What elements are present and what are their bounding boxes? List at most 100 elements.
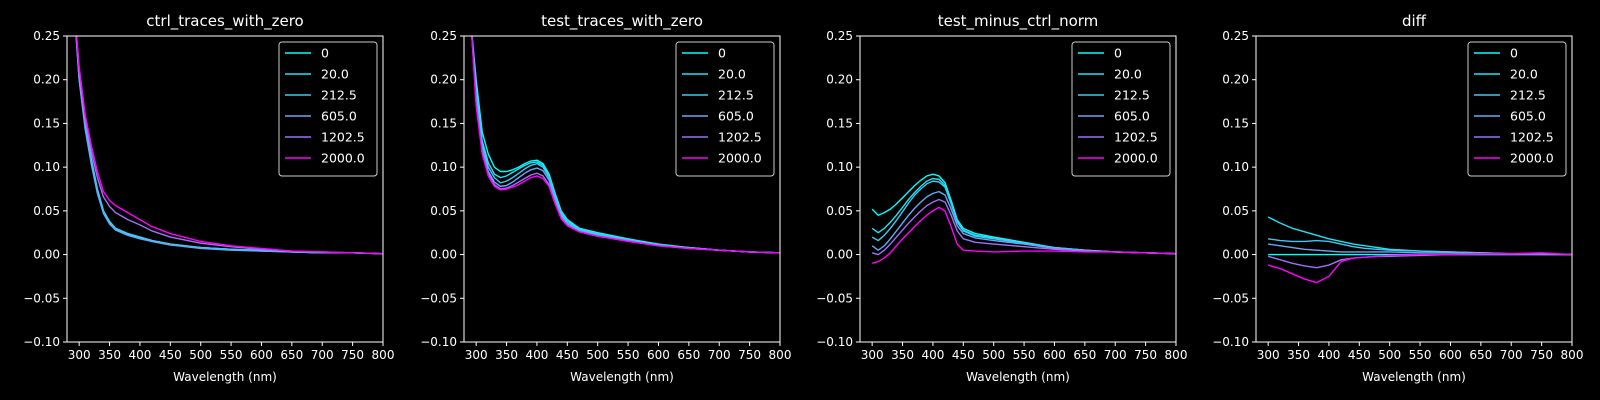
- x-tick-label: 550: [617, 348, 640, 362]
- series-line-2000.0: [871, 206, 1176, 264]
- y-tick-label: 0.20: [33, 73, 60, 87]
- legend-box: [278, 41, 378, 177]
- series-line-605.0: [871, 190, 1176, 255]
- x-tick-label: 500: [1378, 348, 1401, 362]
- x-tick-label: 300: [861, 348, 884, 362]
- y-tick-label: 0.20: [430, 73, 457, 87]
- y-tick-label: 0.15: [33, 116, 60, 130]
- x-tick-label: 800: [372, 348, 395, 362]
- y-tick-label: 0.10: [33, 160, 60, 174]
- series-line-605.0: [471, 36, 780, 254]
- legend-entry-20.0: 20.0: [321, 67, 349, 82]
- chart-title: diff: [1402, 12, 1427, 30]
- y-tick-label: 0.00: [1222, 248, 1249, 262]
- legend-entry-20.0: 20.0: [718, 67, 746, 82]
- plot-frame: [463, 35, 781, 343]
- x-tick-label: 750: [341, 348, 364, 362]
- x-tick-label: 400: [128, 348, 151, 362]
- y-tick-label: 0.10: [430, 160, 457, 174]
- legend-box: [1071, 41, 1171, 177]
- legend-entry-0: 0: [321, 46, 329, 61]
- y-tick-label: 0.15: [826, 116, 853, 130]
- x-axis-label: Wavelength (nm): [966, 370, 1070, 384]
- y-tick-label: 0.05: [430, 204, 457, 218]
- legend-entry-0: 0: [1510, 46, 1518, 61]
- y-tick-label: 0.05: [1222, 204, 1249, 218]
- chart-panel-2: test_traces_with_zero 300 350 400 450 500 550 6…: [420, 12, 791, 384]
- x-tick-label: 350: [495, 348, 518, 362]
- series-group: [871, 173, 1176, 264]
- x-axis-label: Wavelength (nm): [1362, 370, 1466, 384]
- x-tick-label: 800: [1561, 348, 1584, 362]
- series-line-1202.5: [1267, 253, 1572, 269]
- legend-entry-2000.0: 2000.0: [1114, 151, 1158, 166]
- y-tick-label: 0.25: [430, 29, 457, 43]
- x-tick-label: 500: [189, 348, 212, 362]
- x-tick-label: 450: [1348, 348, 1371, 362]
- y-tick-label: 0.05: [33, 204, 60, 218]
- chart-panel-3: test_minus_ctrl_norm 300 350 400 450 500 550 60…: [816, 12, 1187, 384]
- x-tick-label: 600: [250, 348, 273, 362]
- legend-entry-212.5: 212.5: [1114, 88, 1150, 103]
- y-tick-label: −0.05: [816, 291, 853, 305]
- chart-panel-4: diff 300 350 400 450 500 550 600 650 700 750 800 −0.…: [1212, 12, 1583, 384]
- y-tick-label: −0.10: [23, 335, 60, 349]
- series-group: [75, 36, 383, 255]
- legend-entry-0: 0: [718, 46, 726, 61]
- series-line-1202.5: [871, 198, 1176, 256]
- y-tick-label: −0.10: [816, 335, 853, 349]
- y-tick-label: −0.05: [1212, 291, 1249, 305]
- x-tick-label: 450: [556, 348, 579, 362]
- legend-box: [675, 41, 775, 177]
- plot-frame: [859, 35, 1177, 343]
- x-tick-label: 550: [1409, 348, 1432, 362]
- chart-title: ctrl_traces_with_zero: [146, 12, 303, 31]
- legend-box: [1467, 41, 1567, 177]
- y-tick-label: 0.20: [826, 73, 853, 87]
- x-tick-label: 400: [525, 348, 548, 362]
- legend-entry-1202.5: 1202.5: [321, 130, 365, 145]
- x-tick-label: 300: [1257, 348, 1280, 362]
- chart-title: test_traces_with_zero: [541, 12, 703, 31]
- x-tick-label: 350: [1287, 348, 1310, 362]
- x-tick-label: 300: [465, 348, 488, 362]
- x-tick-label: 650: [1073, 348, 1096, 362]
- x-tick-label: 450: [952, 348, 975, 362]
- x-tick-label: 550: [220, 348, 243, 362]
- series-line-2000.0: [75, 36, 383, 255]
- x-tick-label: 650: [280, 348, 303, 362]
- x-tick-label: 400: [1317, 348, 1340, 362]
- legend: 0 20.0 212.5 605.0 1202.5 2000.0: [1071, 41, 1171, 177]
- chart-panel-1: ctrl_traces_with_zero 300 350 400 450 500 550 6…: [23, 12, 395, 384]
- legend-entry-212.5: 212.5: [718, 88, 754, 103]
- legend-entry-1202.5: 1202.5: [1510, 130, 1554, 145]
- y-tick-label: 0.10: [1222, 160, 1249, 174]
- x-tick-label: 600: [1043, 348, 1066, 362]
- legend: 0 20.0 212.5 605.0 1202.5 2000.0: [278, 41, 378, 177]
- series-line-212.5: [871, 180, 1176, 255]
- x-tick-label: 750: [1530, 348, 1553, 362]
- y-tick-label: 0.15: [430, 116, 457, 130]
- y-tick-label: −0.05: [420, 291, 457, 305]
- legend-entry-212.5: 212.5: [321, 88, 357, 103]
- x-tick-label: 600: [647, 348, 670, 362]
- plot-frame: [66, 35, 384, 343]
- legend: 0 20.0 212.5 605.0 1202.5 2000.0: [675, 41, 775, 177]
- x-tick-label: 700: [1104, 348, 1127, 362]
- x-tick-label: 650: [677, 348, 700, 362]
- legend-entry-605.0: 605.0: [718, 109, 754, 124]
- y-tick-label: 0.25: [826, 29, 853, 43]
- series-line-20.0: [1267, 216, 1572, 256]
- y-tick-label: 0.00: [826, 248, 853, 262]
- x-tick-label: 650: [1469, 348, 1492, 362]
- y-tick-label: 0.05: [826, 204, 853, 218]
- x-tick-label: 500: [982, 348, 1005, 362]
- y-tick-label: 0.10: [826, 160, 853, 174]
- y-tick-label: 0.00: [430, 248, 457, 262]
- legend-entry-605.0: 605.0: [321, 109, 357, 124]
- x-tick-label: 800: [1165, 348, 1188, 362]
- legend-entry-0: 0: [1114, 46, 1122, 61]
- x-tick-label: 750: [1134, 348, 1157, 362]
- series-line-2000.0: [471, 36, 780, 254]
- legend-entry-212.5: 212.5: [1510, 88, 1546, 103]
